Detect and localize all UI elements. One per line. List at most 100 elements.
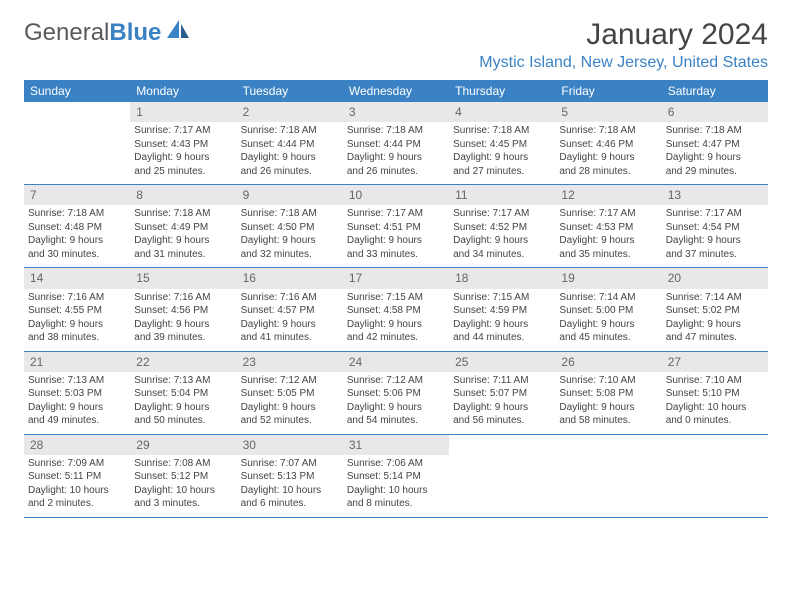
- detail-line: Sunset: 4:44 PM: [241, 138, 339, 152]
- detail-line: and 29 minutes.: [666, 165, 764, 179]
- day-number: 27: [662, 351, 768, 372]
- day-number: 4: [449, 102, 555, 122]
- day-number: [24, 102, 130, 122]
- location: Mystic Island, New Jersey, United States: [479, 54, 768, 72]
- day-detail: Sunrise: 7:18 AMSunset: 4:46 PMDaylight:…: [555, 122, 661, 185]
- detail-line: Daylight: 9 hours: [666, 234, 764, 248]
- detail-line: Daylight: 10 hours: [134, 484, 232, 498]
- detail-line: Sunset: 4:55 PM: [28, 304, 126, 318]
- day-number: [662, 434, 768, 455]
- detail-line: Sunset: 4:51 PM: [347, 221, 445, 235]
- day-detail-row: Sunrise: 7:18 AMSunset: 4:48 PMDaylight:…: [24, 205, 768, 268]
- detail-line: Sunrise: 7:08 AM: [134, 457, 232, 471]
- detail-line: Daylight: 9 hours: [453, 401, 551, 415]
- detail-line: and 6 minutes.: [241, 497, 339, 511]
- day-number: 1: [130, 102, 236, 122]
- day-number: 5: [555, 102, 661, 122]
- day-detail: Sunrise: 7:14 AMSunset: 5:02 PMDaylight:…: [662, 289, 768, 352]
- detail-line: and 0 minutes.: [666, 414, 764, 428]
- day-header: Monday: [130, 80, 236, 102]
- day-number: [555, 434, 661, 455]
- day-detail-row: Sunrise: 7:09 AMSunset: 5:11 PM Daylight:…: [24, 455, 768, 518]
- detail-line: Sunrise: 7:17 AM: [453, 207, 551, 221]
- detail-line: and 56 minutes.: [453, 414, 551, 428]
- detail-line: Sunset: 4:50 PM: [241, 221, 339, 235]
- day-header: Tuesday: [237, 80, 343, 102]
- title-block: January 2024 Mystic Island, New Jersey, …: [479, 18, 768, 72]
- detail-line: and 38 minutes.: [28, 331, 126, 345]
- detail-line: Sunset: 4:44 PM: [347, 138, 445, 152]
- day-number: 8: [130, 185, 236, 206]
- detail-line: Daylight: 9 hours: [241, 318, 339, 332]
- detail-line: and 34 minutes.: [453, 248, 551, 262]
- detail-line: Daylight: 9 hours: [453, 318, 551, 332]
- day-detail: Sunrise: 7:10 AMSunset: 5:08 PMDaylight:…: [555, 372, 661, 435]
- day-number: 7: [24, 185, 130, 206]
- logo: GeneralBlue: [24, 18, 191, 47]
- logo-text-blue: Blue: [109, 19, 161, 47]
- day-detail: Sunrise: 7:18 AMSunset: 4:47 PMDaylight:…: [662, 122, 768, 185]
- detail-line: Sunrise: 7:09 AM: [28, 457, 126, 471]
- day-number: 26: [555, 351, 661, 372]
- day-number: 9: [237, 185, 343, 206]
- detail-line: Daylight: 9 hours: [134, 151, 232, 165]
- detail-line: Sunrise: 7:18 AM: [241, 124, 339, 138]
- detail-line: and 58 minutes.: [559, 414, 657, 428]
- detail-line: and 54 minutes.: [347, 414, 445, 428]
- detail-line: Sunset: 5:08 PM: [559, 387, 657, 401]
- detail-line: Daylight: 9 hours: [559, 401, 657, 415]
- detail-line: Daylight: 9 hours: [241, 234, 339, 248]
- day-detail: [555, 455, 661, 518]
- day-number-row: 21222324252627: [24, 351, 768, 372]
- detail-line: Sunset: 4:49 PM: [134, 221, 232, 235]
- detail-line: Sunrise: 7:16 AM: [134, 291, 232, 305]
- detail-line: Sunset: 5:02 PM: [666, 304, 764, 318]
- detail-line: Daylight: 9 hours: [559, 318, 657, 332]
- day-detail: Sunrise: 7:17 AMSunset: 4:43 PMDaylight:…: [130, 122, 236, 185]
- detail-line: Sunrise: 7:18 AM: [28, 207, 126, 221]
- day-number: 18: [449, 268, 555, 289]
- detail-line: Daylight: 9 hours: [559, 234, 657, 248]
- detail-line: Sunrise: 7:14 AM: [666, 291, 764, 305]
- day-detail: Sunrise: 7:17 AMSunset: 4:52 PMDaylight:…: [449, 205, 555, 268]
- detail-line: and 52 minutes.: [241, 414, 339, 428]
- detail-line: Sunset: 4:59 PM: [453, 304, 551, 318]
- day-detail: Sunrise: 7:18 AMSunset: 4:44 PMDaylight:…: [343, 122, 449, 185]
- day-number: 3: [343, 102, 449, 122]
- detail-line: Sunrise: 7:18 AM: [347, 124, 445, 138]
- day-number: 13: [662, 185, 768, 206]
- detail-line: Daylight: 9 hours: [347, 234, 445, 248]
- day-detail: Sunrise: 7:06 AMSunset: 5:14 PMDaylight:…: [343, 455, 449, 518]
- detail-line: Sunrise: 7:06 AM: [347, 457, 445, 471]
- detail-line: Sunset: 5:14 PM: [347, 470, 445, 484]
- detail-line: Sunset: 4:45 PM: [453, 138, 551, 152]
- day-detail: [24, 122, 130, 185]
- detail-line: Sunrise: 7:18 AM: [559, 124, 657, 138]
- day-number: 30: [237, 434, 343, 455]
- day-number: 12: [555, 185, 661, 206]
- detail-line: Daylight: 9 hours: [347, 401, 445, 415]
- detail-line: Daylight: 9 hours: [453, 151, 551, 165]
- day-number-row: 28293031: [24, 434, 768, 455]
- detail-line: Sunrise: 7:10 AM: [666, 374, 764, 388]
- day-header: Thursday: [449, 80, 555, 102]
- detail-line: Sunrise: 7:16 AM: [241, 291, 339, 305]
- detail-line: Sunset: 4:56 PM: [134, 304, 232, 318]
- day-header-row: SundayMondayTuesdayWednesdayThursdayFrid…: [24, 80, 768, 102]
- day-number: 22: [130, 351, 236, 372]
- day-number: 20: [662, 268, 768, 289]
- detail-line: Daylight: 9 hours: [453, 234, 551, 248]
- detail-line: and 33 minutes.: [347, 248, 445, 262]
- day-header: Sunday: [24, 80, 130, 102]
- detail-line: Sunset: 4:53 PM: [559, 221, 657, 235]
- detail-line: and 28 minutes.: [559, 165, 657, 179]
- day-number: 11: [449, 185, 555, 206]
- detail-line: Sunset: 5:11 PM: [28, 470, 126, 484]
- day-number: 17: [343, 268, 449, 289]
- day-number: 28: [24, 434, 130, 455]
- detail-line: and 50 minutes.: [134, 414, 232, 428]
- detail-line: and 47 minutes.: [666, 331, 764, 345]
- detail-line: and 39 minutes.: [134, 331, 232, 345]
- day-number-row: 123456: [24, 102, 768, 122]
- day-number: 10: [343, 185, 449, 206]
